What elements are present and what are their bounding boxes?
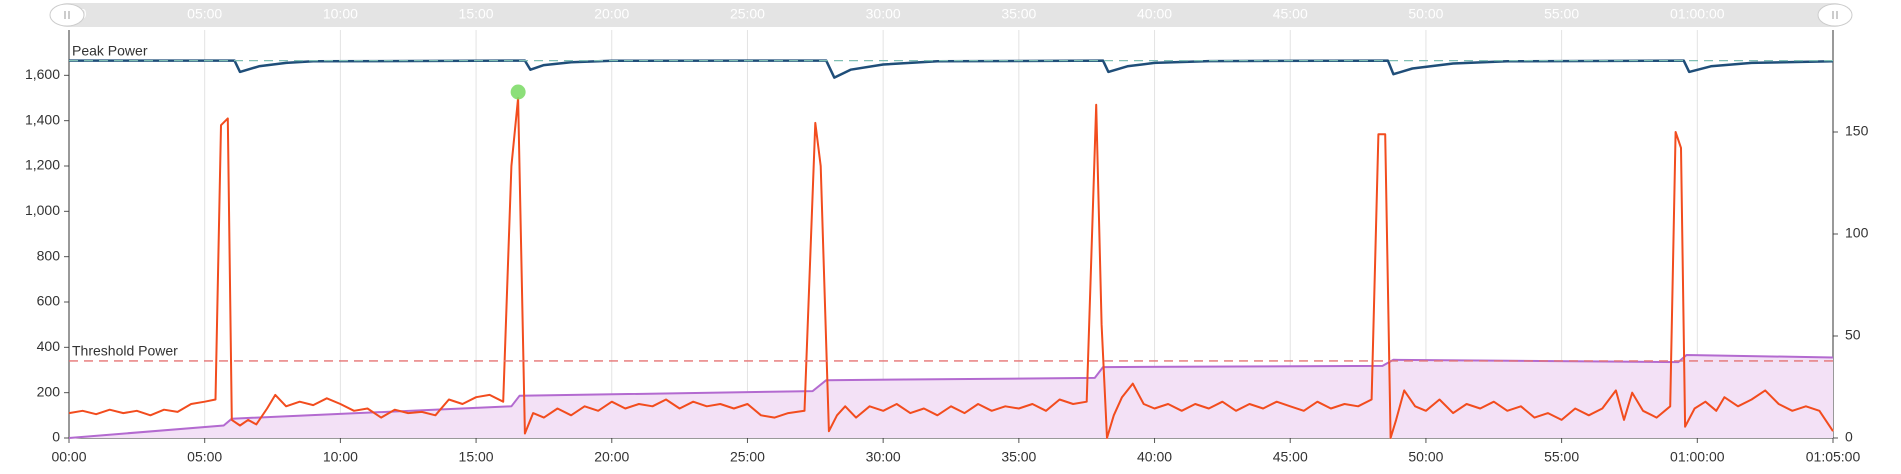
handle-knob (1817, 3, 1853, 27)
reference-label: Peak Power (72, 42, 148, 58)
navigator-handle[interactable] (1817, 3, 1853, 27)
navigator-label: 40:00 (1137, 6, 1172, 22)
x-tick-label: 20:00 (594, 449, 629, 465)
navigator-label: 10:00 (323, 6, 358, 22)
navigator-label: 45:00 (1273, 6, 1308, 22)
y-tick-label: 1,000 (25, 202, 60, 218)
y-tick-label: 0 (52, 429, 60, 445)
line (69, 59, 1834, 79)
navigator-label: 50:00 (1408, 6, 1443, 22)
y-tick-label: 800 (37, 247, 61, 263)
x-tick-label: 25:00 (730, 449, 765, 465)
y2-tick-label: 100 (1845, 225, 1869, 241)
navigator[interactable]: 00:0005:0010:0015:0020:0025:0030:0035:00… (49, 3, 1853, 27)
x-tick-label: 10:00 (323, 449, 358, 465)
handle-knob (49, 3, 85, 27)
y-tick-label: 1,400 (25, 111, 60, 127)
navigator-track (55, 3, 1847, 27)
x-tick-label: 01:00:00 (1670, 449, 1725, 465)
x-tick-label: 50:00 (1408, 449, 1443, 465)
navigator-label: 30:00 (866, 6, 901, 22)
x-tick-label: 05:00 (187, 449, 222, 465)
line (68, 354, 1834, 439)
reference-label: Threshold Power (72, 343, 178, 359)
y2-tick-label: 50 (1845, 327, 1861, 343)
area (69, 355, 1833, 438)
y-tick-label: 600 (37, 293, 61, 309)
navigator-handle[interactable] (49, 3, 85, 27)
y-tick-label: 400 (37, 338, 61, 354)
navigator-label: 01:00:00 (1670, 6, 1725, 22)
x-tick-label: 15:00 (459, 449, 494, 465)
line (68, 97, 1834, 439)
x-tick-label: 30:00 (866, 449, 901, 465)
x-tick-label: 35:00 (1001, 449, 1036, 465)
y-tick-label: 1,600 (25, 66, 60, 82)
x-tick-label: 01:05:00 (1806, 449, 1861, 465)
navigator-label: 05:00 (187, 6, 222, 22)
navigator-label: 20:00 (594, 6, 629, 22)
navigator-label: 55:00 (1544, 6, 1579, 22)
navigator-label: 15:00 (459, 6, 494, 22)
navigator-label: 35:00 (1001, 6, 1036, 22)
y2-tick-label: 0 (1845, 429, 1853, 445)
x-tick-label: 00:00 (51, 449, 86, 465)
y-tick-label: 200 (37, 383, 61, 399)
y-tick-label: 1,200 (25, 157, 60, 173)
x-tick-label: 55:00 (1544, 449, 1579, 465)
navigator-label: 25:00 (730, 6, 765, 22)
highlight-point (510, 84, 526, 100)
x-tick-label: 45:00 (1273, 449, 1308, 465)
y2-tick-label: 150 (1845, 123, 1869, 139)
x-tick-label: 40:00 (1137, 449, 1172, 465)
